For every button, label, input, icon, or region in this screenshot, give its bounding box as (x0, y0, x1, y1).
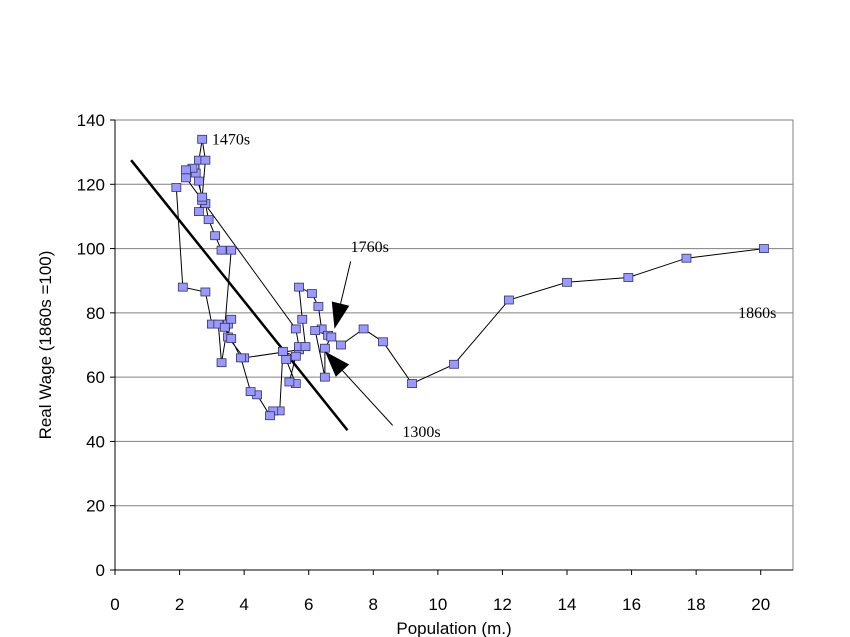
y-tick-label: 120 (77, 175, 105, 194)
y-tick-label: 20 (86, 497, 105, 516)
y-tick-label: 100 (77, 240, 105, 259)
y-tick-label: 40 (86, 432, 105, 451)
data-point (171, 183, 182, 192)
x-tick-label: 10 (428, 595, 447, 614)
data-point (216, 358, 227, 368)
data-point (297, 314, 308, 324)
data-point (226, 334, 237, 343)
data-points (171, 134, 769, 421)
data-point (200, 155, 211, 165)
arrow-shaft (340, 261, 352, 304)
data-point (245, 387, 256, 397)
data-point (281, 355, 292, 364)
data-point (300, 342, 311, 352)
data-point (294, 282, 304, 292)
data-point (210, 231, 220, 241)
data-point (378, 337, 388, 347)
data-point (759, 244, 769, 253)
data-point (226, 314, 237, 324)
x-axis-ticks: 0 2 4 6 8 10 12 14 16 18 20 (110, 569, 793, 614)
y-tick-label: 80 (86, 304, 105, 323)
data-point (290, 351, 301, 361)
x-tick-label: 12 (493, 595, 512, 614)
x-tick-label: 18 (687, 595, 706, 614)
data-point (407, 379, 417, 388)
data-point (226, 245, 237, 255)
data-point (358, 324, 369, 334)
data-point (203, 215, 214, 225)
y-tick-label: 140 (77, 111, 105, 130)
plot-area (114, 119, 794, 571)
x-tick-label: 20 (751, 595, 770, 614)
data-point (326, 332, 337, 342)
x-tick-label: 8 (369, 595, 378, 614)
data-point (319, 372, 330, 382)
annotation-arrows (324, 261, 394, 426)
data-point (219, 322, 230, 332)
annotation-label: 1470s (212, 131, 250, 148)
data-point (197, 134, 208, 144)
data-point (177, 282, 188, 292)
data-point (681, 253, 692, 263)
arrow-head (331, 301, 350, 329)
y-tick-label: 0 (96, 561, 105, 580)
x-tick-label: 6 (304, 595, 313, 614)
annotation-label: 1860s (738, 305, 776, 322)
arrow-head (324, 351, 350, 377)
data-point (623, 273, 634, 282)
data-point (562, 277, 572, 287)
annotation-label: 1300s (402, 424, 440, 441)
x-tick-label: 4 (239, 595, 248, 614)
data-point (449, 359, 459, 369)
data-point (200, 287, 211, 297)
data-point (265, 411, 275, 421)
x-tick-label: 2 (175, 595, 184, 614)
data-point (181, 165, 191, 175)
x-tick-label: 16 (622, 595, 641, 614)
data-point (336, 340, 346, 350)
data-point (194, 176, 204, 186)
data-point (319, 343, 330, 353)
annotation-label: 1760s (351, 239, 389, 256)
data-point (313, 302, 324, 311)
data-point (307, 289, 317, 298)
data-point (216, 245, 227, 255)
trend-line (130, 159, 349, 431)
y-axis-ticks: 0 20 40 60 80 100 120 140 (77, 111, 116, 580)
data-point (290, 324, 301, 334)
x-tick-label: 14 (558, 595, 577, 614)
annotations: 1470s 1760s 1300s 1860s (212, 131, 776, 441)
data-point (310, 326, 321, 335)
data-point (194, 207, 204, 217)
y-axis-title: Real Wage (1860s =100) (36, 251, 55, 440)
x-axis-title: Population (m.) (396, 619, 511, 637)
x-tick-label: 0 (110, 595, 119, 614)
data-point (284, 377, 295, 387)
data-point (503, 295, 514, 305)
trend-line-segment (130, 159, 349, 431)
data-point (181, 173, 191, 183)
y-tick-label: 60 (86, 368, 105, 387)
data-point (197, 192, 208, 202)
data-point (277, 347, 288, 356)
data-point (236, 353, 246, 363)
arrow-shaft (342, 370, 394, 426)
